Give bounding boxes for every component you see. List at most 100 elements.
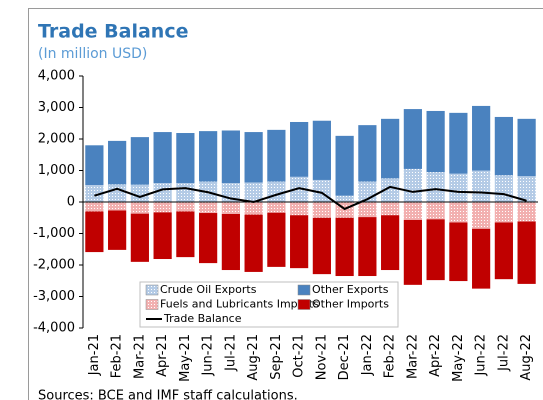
bar xyxy=(176,183,195,202)
bar xyxy=(403,202,422,220)
legend-box xyxy=(139,281,399,328)
bar xyxy=(517,118,536,177)
x-tick-label: Jul-21 xyxy=(223,334,238,372)
legend-swatch xyxy=(297,284,311,296)
bar xyxy=(358,125,377,182)
bar xyxy=(176,211,195,258)
bar xyxy=(335,217,354,277)
bar xyxy=(494,175,513,202)
bar xyxy=(426,202,445,220)
bar xyxy=(85,202,104,212)
x-tick-label: Mar-21 xyxy=(132,334,147,379)
bar xyxy=(312,202,331,218)
bar xyxy=(244,132,263,183)
bar xyxy=(85,184,104,202)
y-tick-label: -3,000 xyxy=(33,289,75,304)
bar xyxy=(267,212,286,267)
y-tick-label: 1,000 xyxy=(38,163,75,178)
bar xyxy=(108,202,127,211)
x-tick-label: Jan-22 xyxy=(360,334,375,376)
y-tick-label: -2,000 xyxy=(33,258,75,273)
y-tick-label: 3,000 xyxy=(38,100,75,115)
bar xyxy=(85,211,104,253)
bar xyxy=(290,202,309,216)
bar xyxy=(221,130,240,184)
x-tick-label: Dec-21 xyxy=(337,334,352,380)
bar xyxy=(403,168,422,202)
bar xyxy=(517,176,536,202)
bar xyxy=(472,170,491,202)
bar xyxy=(153,183,172,202)
bar xyxy=(153,212,172,260)
bar xyxy=(130,184,149,202)
legend-label: Other Exports xyxy=(312,283,389,296)
y-tick-label: 4,000 xyxy=(38,69,75,84)
bar xyxy=(335,195,354,202)
bar xyxy=(312,120,331,180)
bar xyxy=(449,222,468,282)
bar xyxy=(85,145,104,185)
x-tick-label: Jul-22 xyxy=(496,334,511,372)
bar xyxy=(108,184,127,202)
bar xyxy=(290,215,309,269)
bar xyxy=(403,219,422,285)
x-tick-label: Aug-22 xyxy=(519,334,534,381)
bar xyxy=(312,217,331,275)
bar xyxy=(517,202,536,222)
x-tick-label: May-22 xyxy=(451,334,466,382)
bar xyxy=(335,135,354,196)
bar xyxy=(494,116,513,176)
bar xyxy=(403,109,422,169)
x-tick-label: Jun-21 xyxy=(201,334,216,377)
bar xyxy=(290,121,309,177)
x-tick-label: Jun-22 xyxy=(474,334,489,377)
bar xyxy=(381,118,400,179)
bar xyxy=(130,137,149,185)
bar xyxy=(472,105,491,171)
x-tick-label: Feb-22 xyxy=(383,334,398,378)
bar xyxy=(130,213,149,262)
bar xyxy=(358,202,377,218)
legend-swatch xyxy=(297,299,311,310)
legend-swatch xyxy=(145,284,159,296)
bar xyxy=(426,172,445,202)
bar xyxy=(472,202,491,229)
chart-title: Trade Balance xyxy=(38,21,188,43)
x-tick-label: Jan-21 xyxy=(87,334,102,376)
bar xyxy=(426,219,445,281)
x-tick-label: May-21 xyxy=(178,334,193,382)
x-tick-label: Apr-22 xyxy=(428,334,443,377)
bar xyxy=(358,217,377,277)
x-tick-label: Apr-21 xyxy=(155,334,170,377)
legend-label: Trade Balance xyxy=(163,312,242,325)
bar xyxy=(290,176,309,202)
bar xyxy=(449,173,468,202)
x-tick-label: Mar-22 xyxy=(405,334,420,379)
x-tick-label: Feb-21 xyxy=(110,334,125,378)
bar xyxy=(176,133,195,184)
x-tick-label: Sep-21 xyxy=(269,334,284,380)
bar xyxy=(153,132,172,184)
legend-label: Crude Oil Exports xyxy=(160,283,257,296)
frame xyxy=(28,8,543,400)
bar xyxy=(153,202,172,213)
source: Sources: BCE and IMF staff calculations. xyxy=(38,389,298,400)
bar xyxy=(449,202,468,223)
legend-label: Other Imports xyxy=(312,298,389,311)
bar xyxy=(381,202,400,216)
bar xyxy=(426,110,445,173)
bar xyxy=(267,202,286,213)
bar xyxy=(381,215,400,271)
bar xyxy=(108,140,127,185)
bar xyxy=(176,202,195,212)
bar xyxy=(199,131,218,182)
bar xyxy=(381,178,400,202)
x-tick-label: Nov-21 xyxy=(314,334,329,380)
y-tick-label: -4,000 xyxy=(33,321,75,336)
x-tick-label: Oct-21 xyxy=(292,334,307,378)
bar xyxy=(494,222,513,280)
bar xyxy=(199,202,218,214)
bar xyxy=(517,221,536,284)
y-tick-label: 0 xyxy=(67,195,75,210)
